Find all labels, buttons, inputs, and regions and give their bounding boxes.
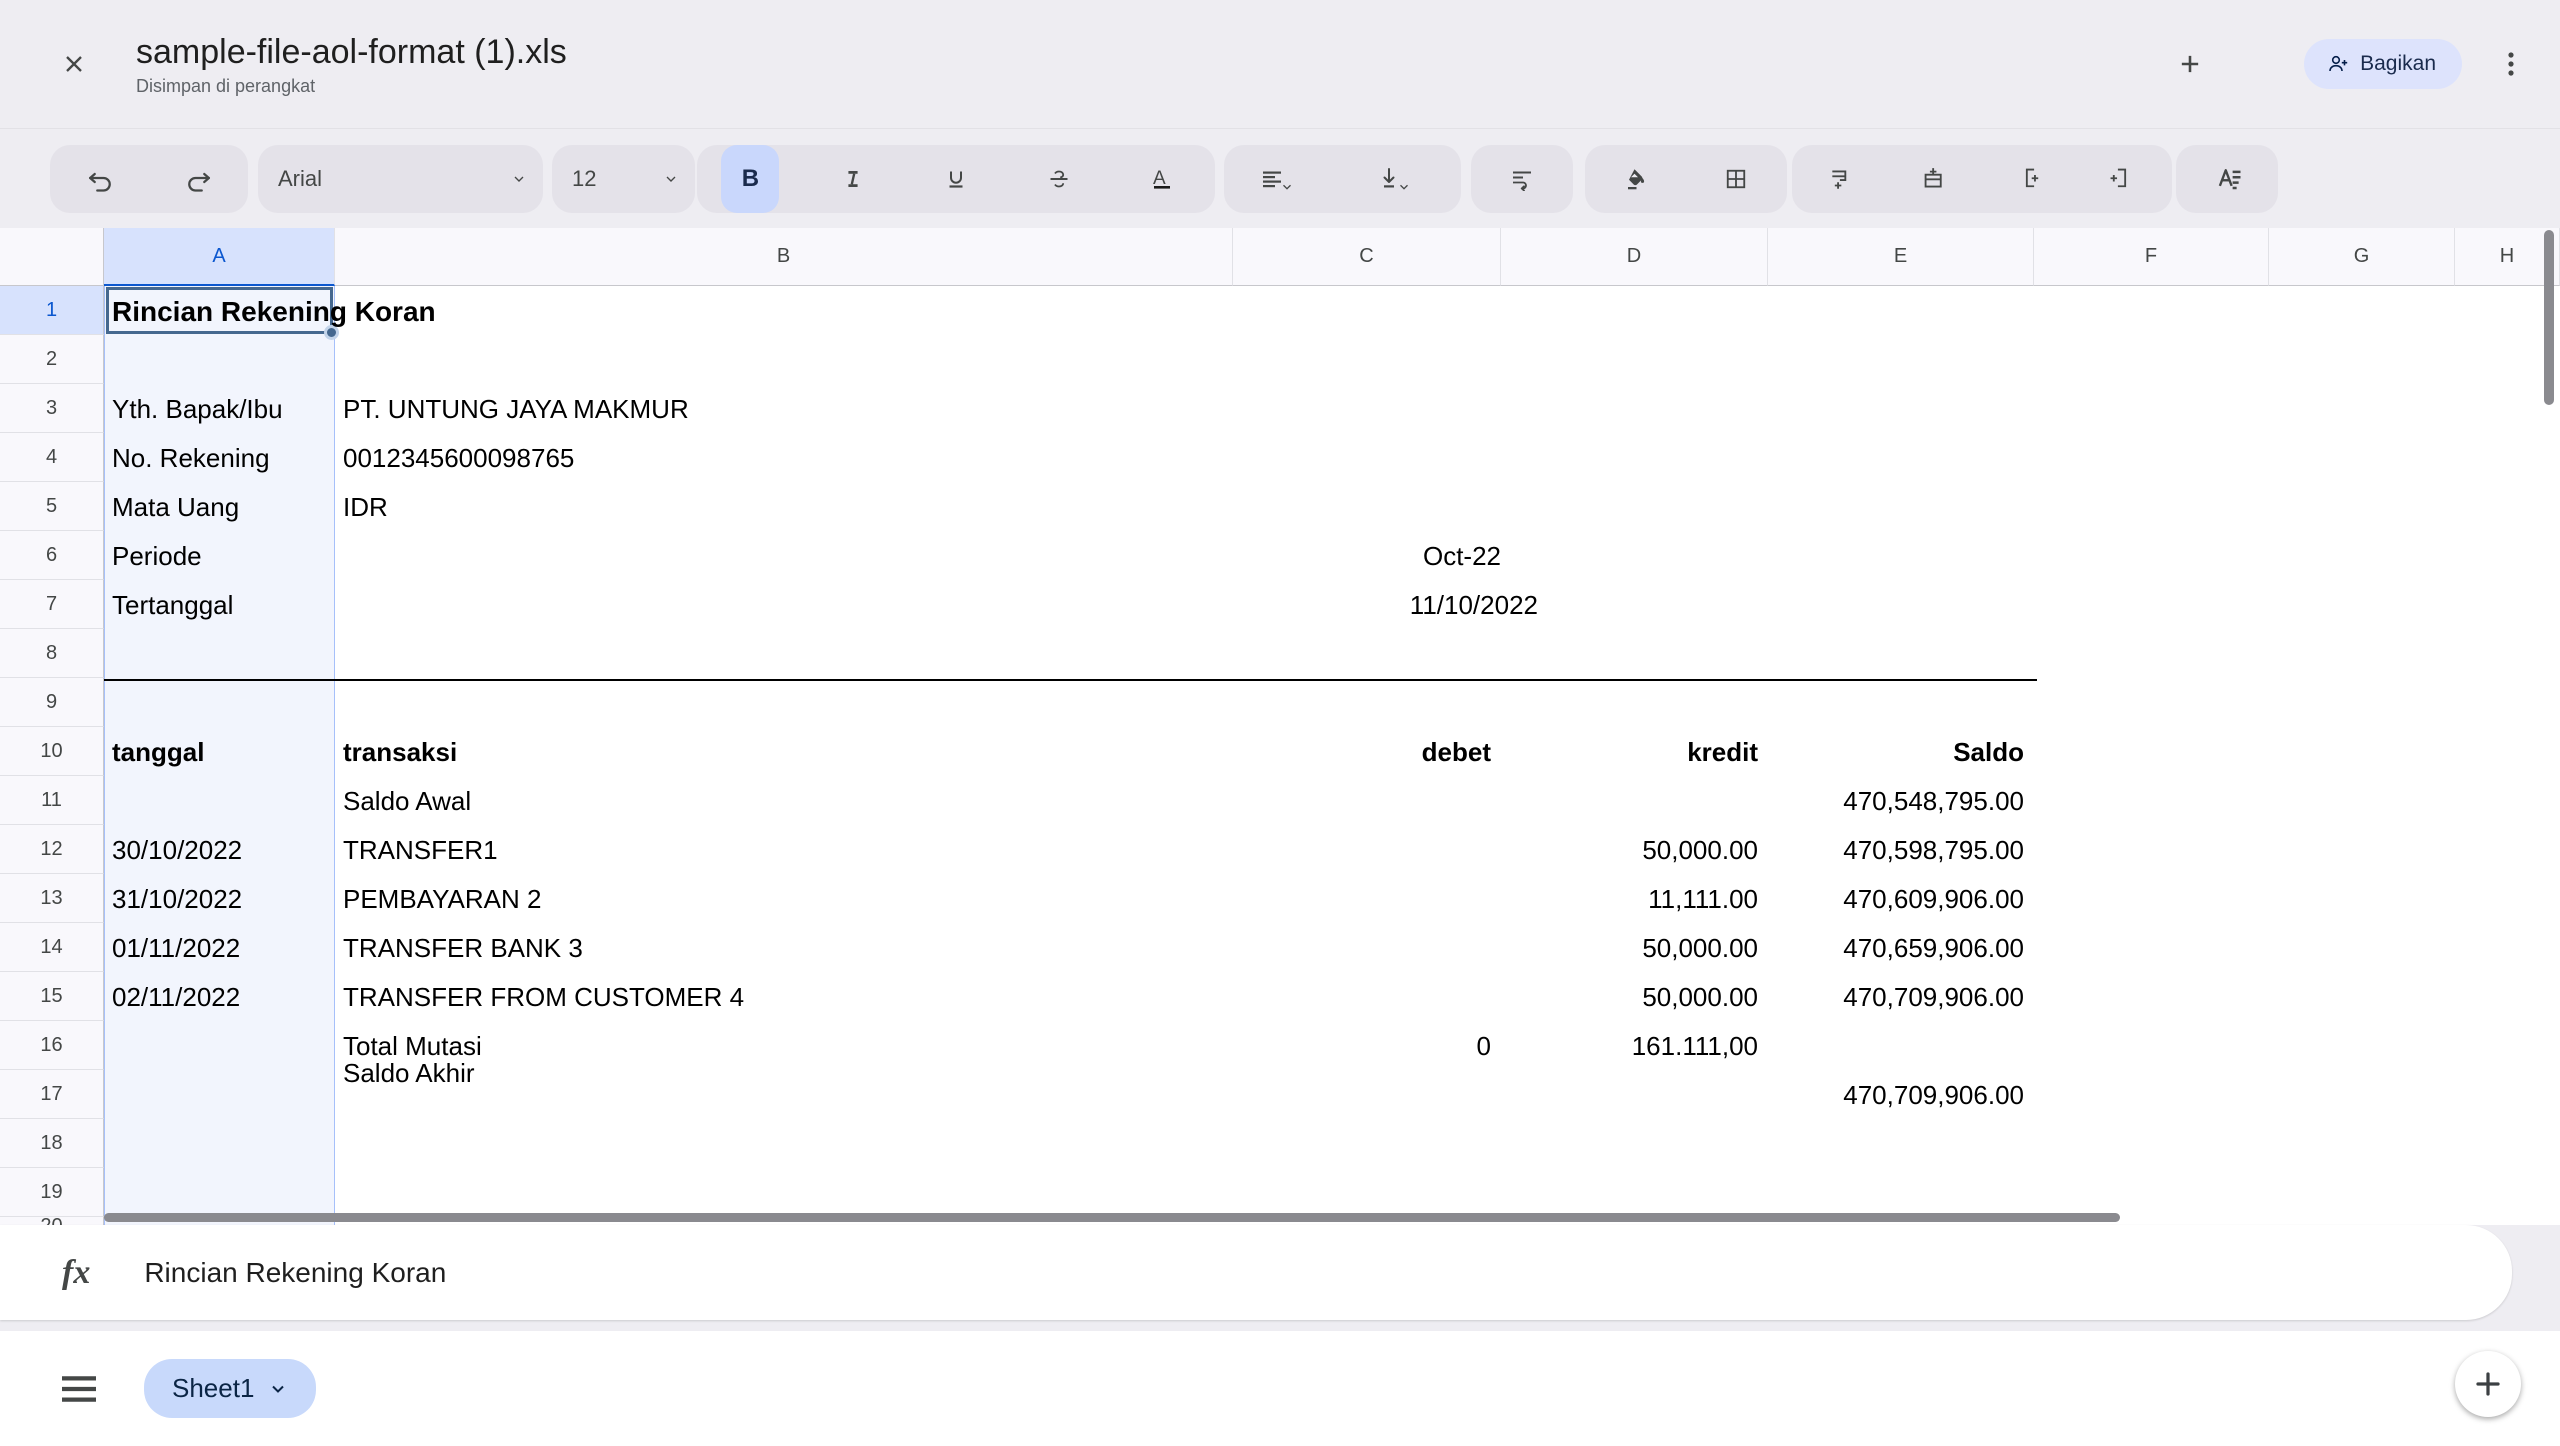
svg-text:A: A: [1153, 168, 1166, 189]
